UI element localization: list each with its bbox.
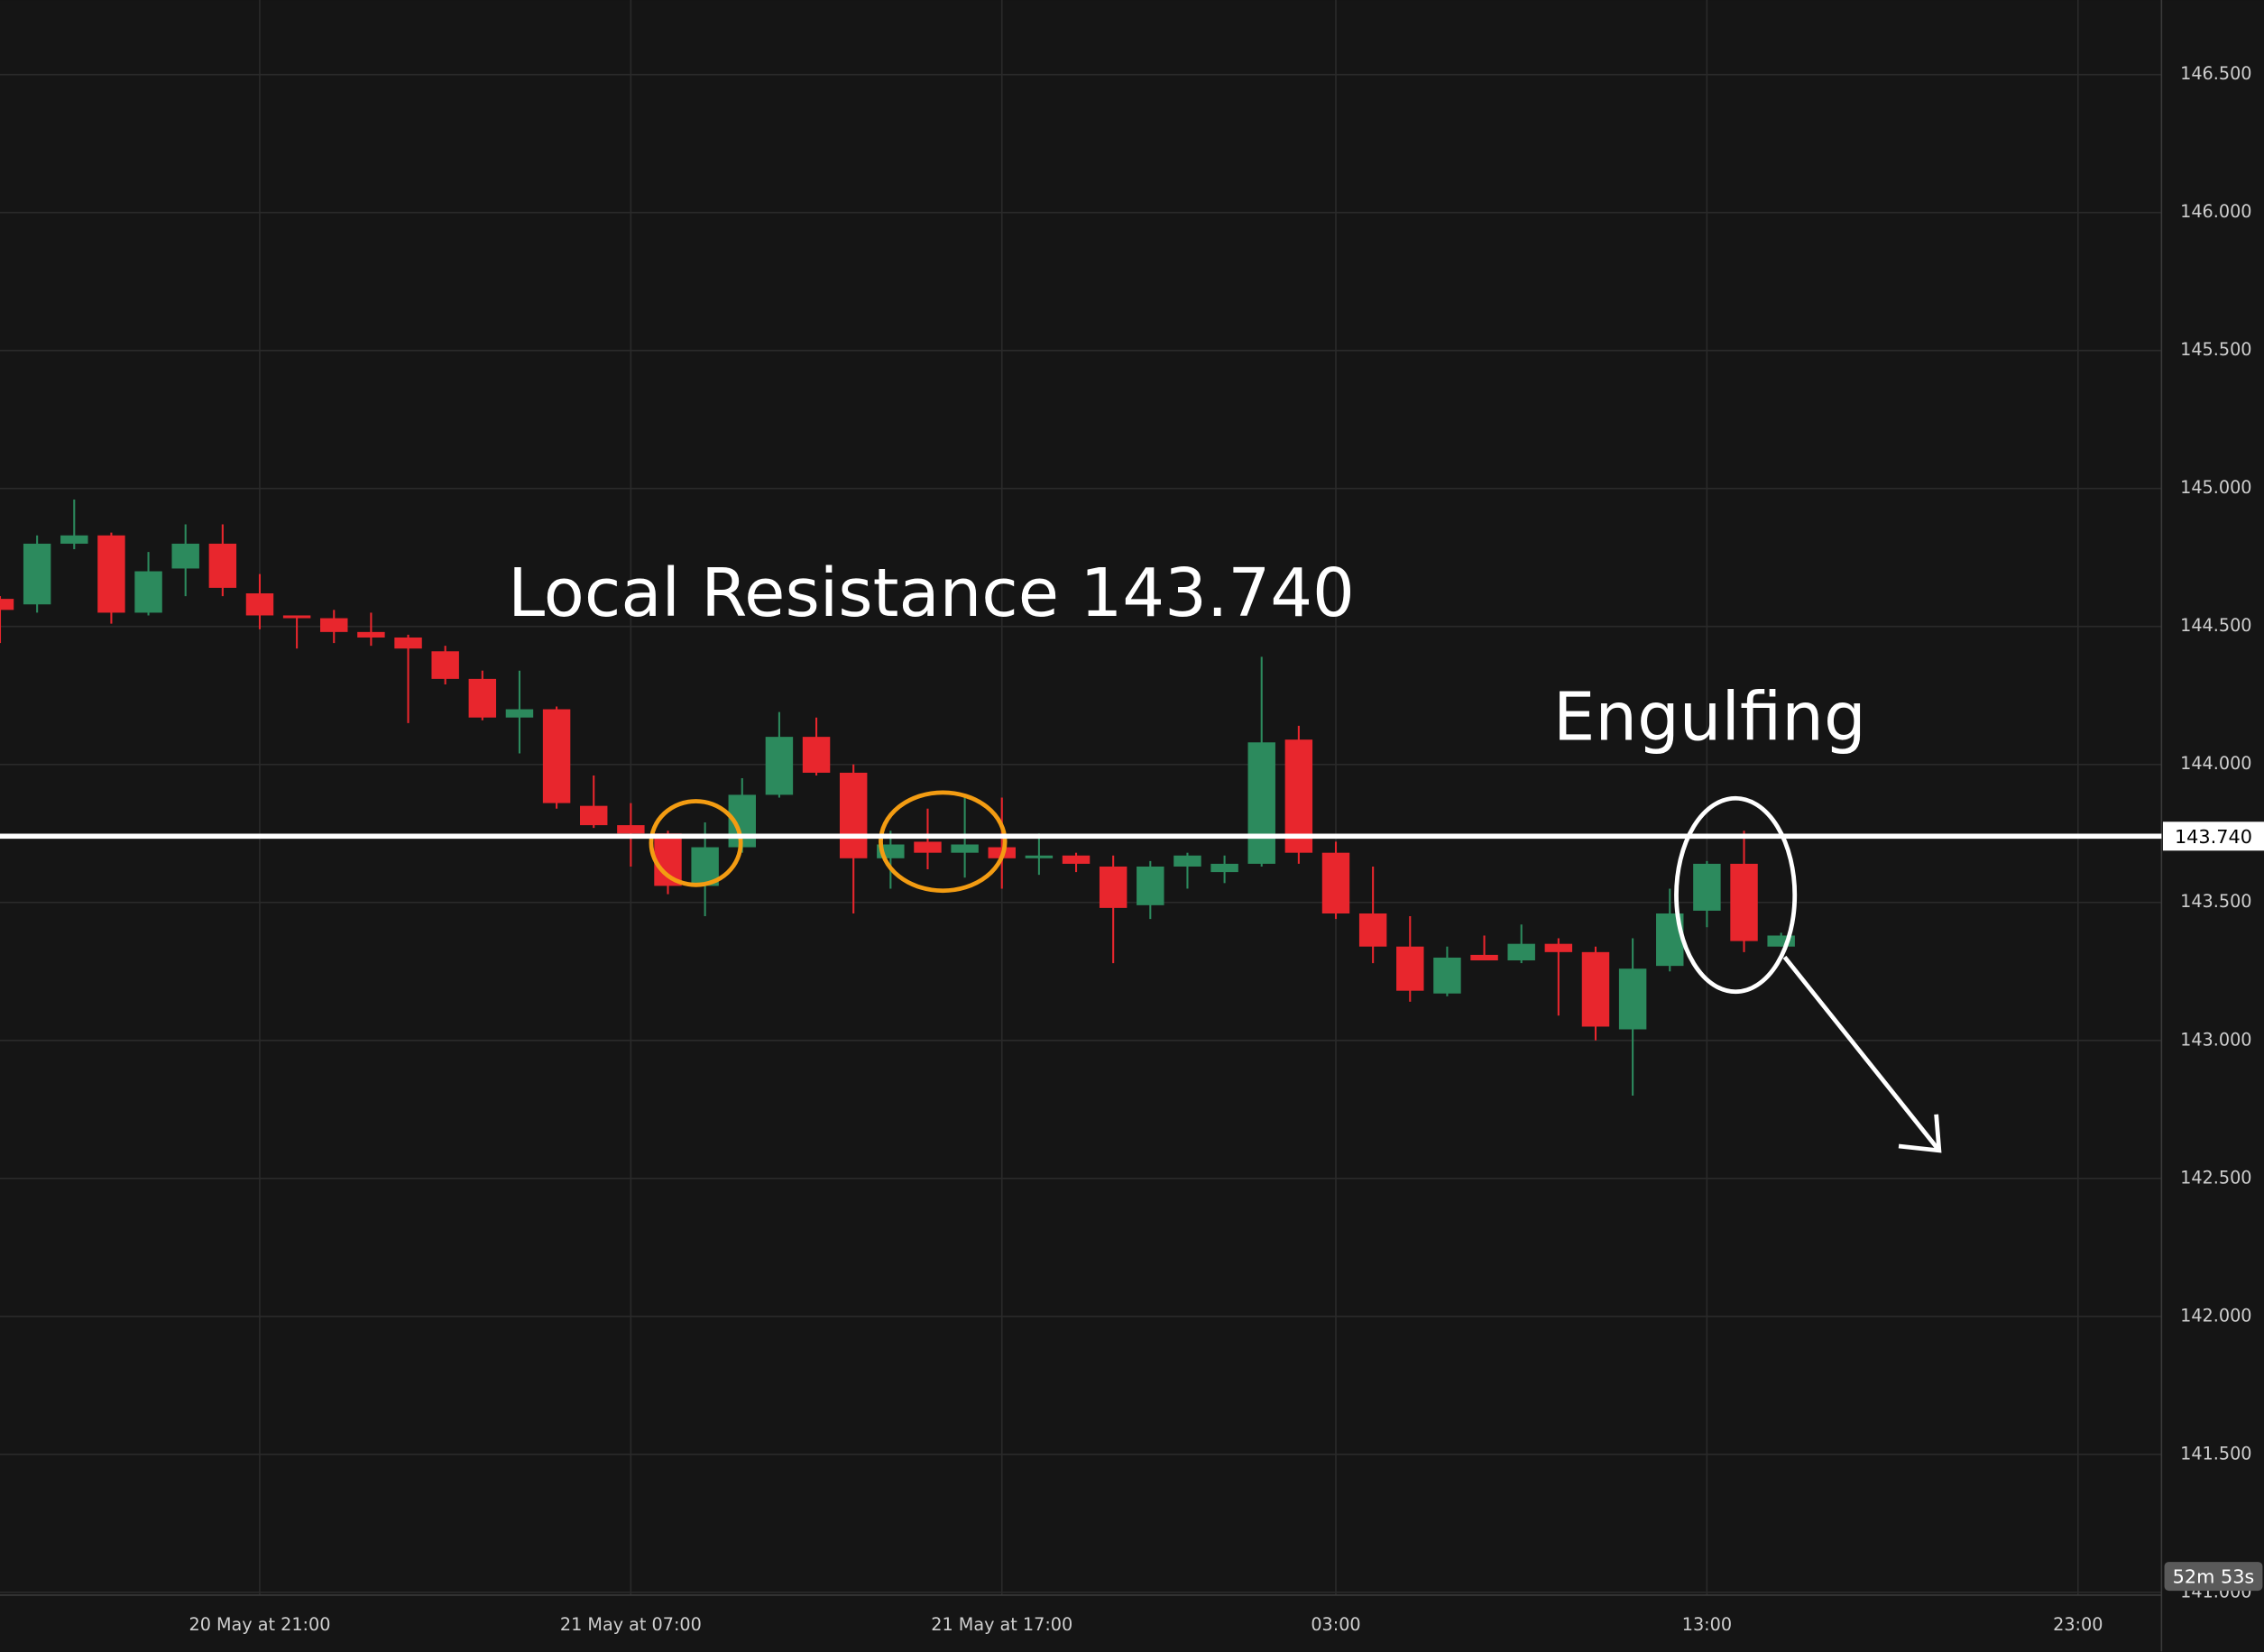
overlay: 143.740 52m 53s — [0, 821, 2264, 1592]
y-tick-label: 142.500 — [2180, 1167, 2251, 1188]
highlight-circle — [649, 799, 743, 887]
candle-body — [1581, 951, 1610, 1027]
price-label: 143.740 — [2175, 826, 2252, 848]
candle-body — [468, 678, 497, 718]
y-tick-label: 143.500 — [2180, 891, 2251, 912]
arrow — [1782, 955, 1942, 1153]
candle-body — [320, 618, 348, 632]
grid — [0, 0, 2162, 1595]
candle-body — [617, 825, 645, 834]
candle-body — [1173, 855, 1201, 867]
candle-body — [1693, 863, 1721, 911]
axes: 141.000141.500142.000142.500143.000143.5… — [189, 63, 2251, 1635]
candles — [0, 499, 1795, 1096]
candle-body — [1358, 913, 1387, 947]
candle-body — [505, 709, 534, 718]
candle-body — [0, 599, 14, 610]
y-tick-label: 144.000 — [2180, 753, 2251, 774]
countdown-box — [2164, 1562, 2263, 1592]
highlight-circle — [1674, 795, 1798, 995]
candle-body — [1730, 863, 1758, 941]
candle-body — [431, 651, 459, 679]
x-tick-label: 13:00 — [1682, 1614, 1732, 1635]
candle-body — [1544, 943, 1573, 952]
candle-body — [802, 737, 831, 773]
x-tick-label: 23:00 — [2053, 1614, 2103, 1635]
x-tick-label: 21 May at 17:00 — [931, 1614, 1072, 1635]
y-tick-label: 146.000 — [2180, 201, 2251, 222]
candle-body — [1470, 954, 1498, 961]
candle-body — [1062, 855, 1091, 864]
candle-body — [542, 709, 571, 803]
candle-body — [208, 543, 237, 588]
candle-body — [1433, 957, 1461, 994]
annotation-text: Local Resistance 143.740 — [508, 555, 1355, 632]
candle-body — [1321, 852, 1350, 913]
candle-body — [23, 543, 51, 605]
candle-body — [245, 593, 274, 616]
candle-body — [1507, 943, 1535, 961]
y-tick-label: 141.500 — [2180, 1443, 2251, 1464]
y-tick-label: 146.500 — [2180, 63, 2251, 84]
candle-body — [1099, 866, 1127, 908]
arrow-shaft — [1782, 955, 1941, 1152]
candle-body — [839, 772, 868, 858]
candle-body — [171, 543, 199, 569]
annotation-text: Engulfing — [1553, 679, 1866, 756]
candle-body — [134, 571, 162, 613]
candle-body — [60, 535, 88, 544]
candle-body — [765, 737, 794, 795]
x-tick-label: 20 May at 21:00 — [189, 1614, 330, 1635]
candle-body — [97, 535, 125, 613]
candle-body — [394, 637, 422, 649]
candle-body — [1210, 863, 1238, 873]
y-tick-label: 144.500 — [2180, 615, 2251, 636]
price-label-box — [2162, 821, 2264, 851]
candle-body — [1247, 742, 1275, 864]
candle-body — [580, 805, 608, 826]
y-tick-label: 142.000 — [2180, 1305, 2251, 1326]
x-tick-label: 03:00 — [1311, 1614, 1360, 1635]
candle-body — [357, 631, 385, 638]
y-tick-label: 143.000 — [2180, 1029, 2251, 1050]
candle-body — [951, 844, 979, 853]
candle-body — [282, 615, 311, 619]
candle-body — [1396, 946, 1424, 991]
candle-body — [1025, 855, 1054, 858]
highlight-circle — [879, 790, 1008, 894]
y-tick-label: 145.000 — [2180, 477, 2251, 498]
candle-body — [914, 841, 942, 853]
arrow-head — [1898, 1114, 1942, 1153]
y-tick-label: 145.500 — [2180, 339, 2251, 360]
x-tick-label: 21 May at 07:00 — [560, 1614, 702, 1635]
candle-body — [1137, 866, 1164, 905]
countdown: 52m 53s — [2173, 1566, 2255, 1588]
candle-body — [1618, 968, 1647, 1030]
